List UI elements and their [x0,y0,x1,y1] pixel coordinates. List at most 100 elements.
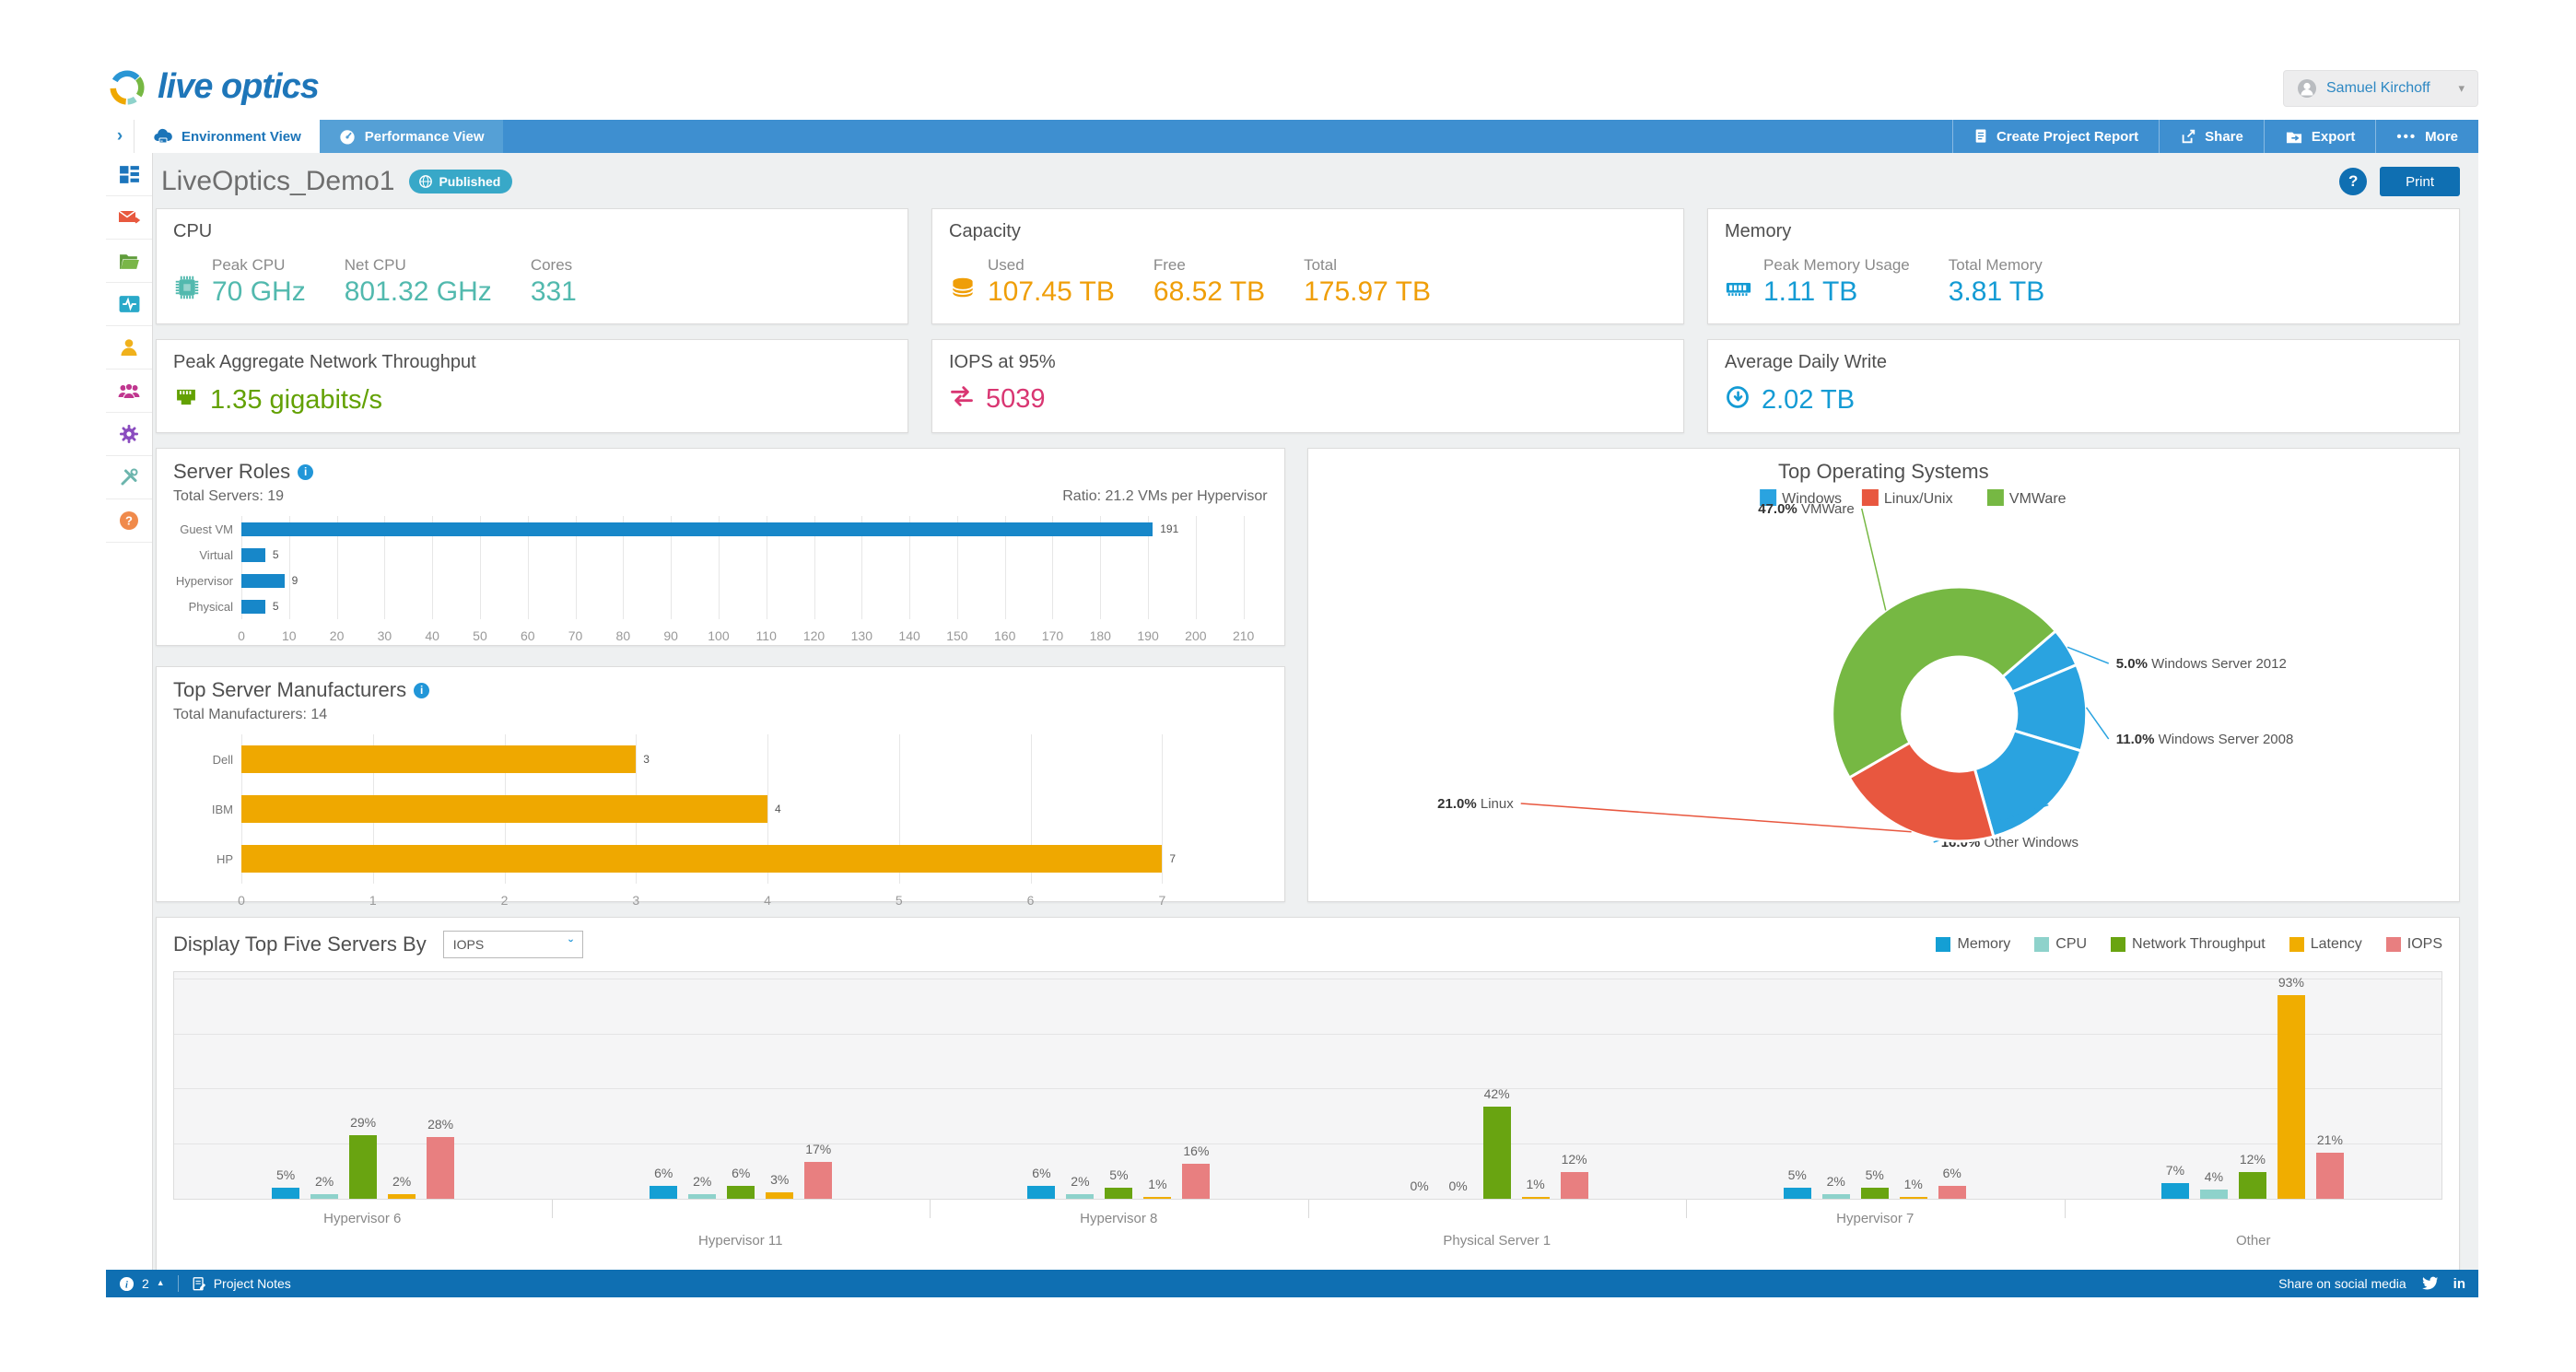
bar-cpu[interactable] [2199,1190,2228,1199]
bar-memory[interactable] [1783,1188,1811,1199]
bar-network-throughput[interactable] [727,1185,755,1199]
print-button[interactable]: Print [2380,167,2460,196]
sidebar-item-projects[interactable] [106,240,152,283]
tab-performance-view[interactable]: Performance View [319,120,503,153]
bar-network-throughput[interactable] [1105,1188,1133,1199]
bar-value-label: 29% [350,1114,377,1130]
axis-tick-label: 200 [1185,628,1207,643]
bar-network-throughput[interactable] [2238,1172,2266,1199]
create-project-report-button[interactable]: Create Project Report [1951,120,2159,153]
bar-latency[interactable] [1899,1196,1927,1199]
bar-iops[interactable] [1182,1163,1211,1199]
bar-latency[interactable] [388,1194,416,1199]
axis-tick-label: 5 [895,893,903,908]
legend-item[interactable]: IOPS [2385,936,2442,953]
bar[interactable] [241,845,1163,873]
export-button[interactable]: Export [2263,120,2376,153]
network-throughput-card: Peak Aggregate Network Throughput 1.35 g… [156,339,908,433]
cloud-server-icon [154,128,172,144]
bar-memory[interactable] [650,1185,678,1199]
bar-network-throughput[interactable] [349,1134,378,1199]
tab-environment-view[interactable]: Environment View [135,120,320,153]
legend-item[interactable]: Latency [2289,936,2362,953]
daily-write-value: 2.02 TB [1762,385,1856,415]
vm-ratio-label: Ratio: 21.2 VMs per Hypervisor [1062,488,1268,504]
axis-tick-label: 0 [238,628,245,643]
sidebar-item-activity[interactable] [106,283,152,326]
more-button[interactable]: ••• More [2375,120,2478,153]
donut-slice-linux[interactable] [1846,740,1996,843]
bar-memory[interactable] [2160,1183,2189,1199]
info-count-toggle[interactable]: i 2 ▲ [119,1276,165,1292]
sidebar-item-dashboard[interactable] [106,153,152,196]
axis-tick-label: 10 [281,628,297,643]
bar[interactable] [241,547,265,562]
share-icon [2182,129,2195,144]
slice-label: 47.0% VMWare [1758,501,1854,517]
bar[interactable] [241,795,768,823]
legend-item[interactable]: Network Throughput [2111,936,2266,953]
bar-cpu[interactable] [1821,1194,1850,1199]
bar[interactable] [241,522,1153,536]
bar-iops[interactable] [427,1137,455,1199]
sidebar-item-settings[interactable] [106,413,152,456]
info-icon[interactable]: i [414,682,430,698]
gridline [767,734,769,884]
gridline [718,516,720,619]
sidebar-item-tools[interactable] [106,456,152,499]
bar[interactable] [241,573,285,588]
donut-slice-vmware[interactable] [1830,585,2057,780]
bar-cpu[interactable] [688,1194,717,1199]
server-roles-card: Server Roles i Total Servers: 19 Ratio: … [156,448,1285,646]
project-notes-button[interactable]: Project Notes [192,1276,291,1292]
x-axis: Hypervisor 6 Hypervisor 11 Hypervisor 8 Phy… [173,1200,2442,1257]
bar-latency[interactable] [766,1191,794,1199]
legend-item[interactable]: CPU [2034,936,2087,953]
bar-network-throughput[interactable] [1860,1188,1889,1199]
bar-iops[interactable] [2315,1153,2344,1199]
sidebar-item-mail[interactable] [106,196,152,240]
bar-value-label: 6% [654,1165,673,1180]
linkedin-button[interactable]: in [2453,1275,2465,1292]
bar-latency[interactable] [2277,994,2305,1199]
sidebar-item-help[interactable]: ? [106,499,152,543]
sidebar-collapse-button[interactable]: › [106,120,135,153]
bar-iops[interactable] [1560,1172,1588,1199]
help-button[interactable]: ? [2339,168,2368,195]
category-label: Physical Server 1 [1443,1233,1551,1249]
bar-network-throughput[interactable] [1482,1107,1511,1199]
twitter-button[interactable] [2421,1276,2439,1292]
category-label: Physical [188,599,233,614]
share-button[interactable]: Share [2159,120,2264,153]
metric-select[interactable]: IOPS ˇ [442,931,583,958]
donut-slice-other-windows[interactable] [1973,729,2083,838]
user-menu[interactable]: Samuel Kirchoff ▾ [2283,70,2478,107]
bar-memory[interactable] [1027,1185,1056,1199]
bar-cpu[interactable] [1066,1194,1095,1199]
network-value: 1.35 gigabits/s [210,385,383,415]
label-leader-line [2067,646,2109,664]
database-icon [949,274,977,306]
bar-memory[interactable] [272,1188,300,1199]
bar-latency[interactable] [1521,1196,1550,1199]
axis-tick-label: 0 [238,893,245,908]
sidebar-item-user[interactable] [106,326,152,369]
bar-value-label: 5% [1109,1167,1129,1183]
bar-iops[interactable] [1938,1185,1966,1199]
bar-cpu[interactable] [310,1194,339,1199]
bar-latency[interactable] [1143,1196,1172,1199]
group-boundary-tick [1307,1200,1309,1218]
folder-export-icon [2286,132,2301,143]
bar-value-label: 7% [2165,1163,2185,1179]
bar-row: Virtual 5 [173,542,1268,568]
bar-iops[interactable] [804,1161,833,1199]
info-icon[interactable]: i [298,463,314,480]
legend-item[interactable]: Memory [1936,936,2010,953]
category-label: Hypervisor 8 [1080,1211,1158,1226]
bar-row: IBM 4 [173,784,1268,834]
server-roles-chart: Guest VM 191 Virtual 5 Hypervisor 9 Physical 5 0… [173,516,1268,647]
bar[interactable] [241,599,265,614]
bar[interactable] [241,745,637,773]
sidebar-item-users-group[interactable] [106,369,152,413]
manufacturers-chart: Dell 3 IBM 4 HP 7 0 1 2 3 4 5 6 7 [173,734,1268,911]
